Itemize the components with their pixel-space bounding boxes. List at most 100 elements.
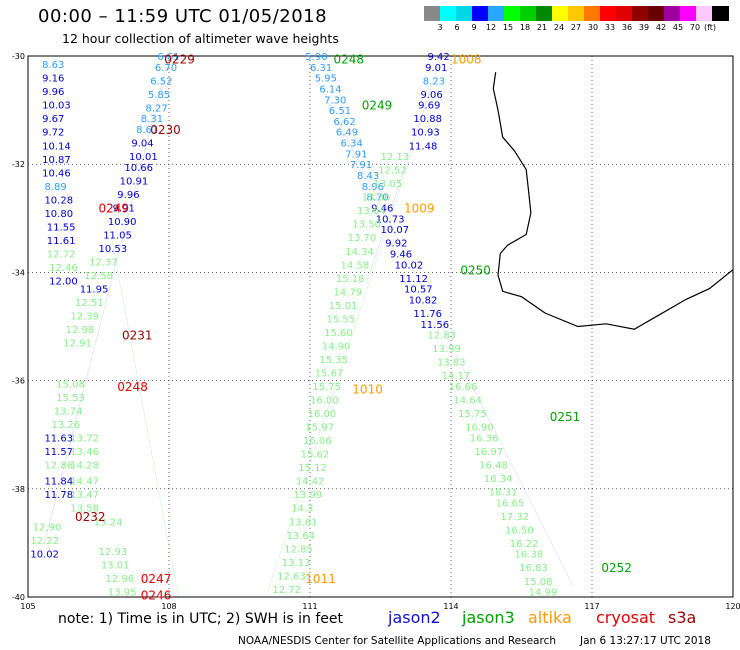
wave-height-label: 12.22 xyxy=(30,536,59,547)
wave-height-label: 13.46 xyxy=(70,447,99,458)
wave-height-label: 14.47 xyxy=(70,477,99,488)
satellite-swaths xyxy=(44,55,574,598)
wave-height-label: 7.91 xyxy=(350,160,372,171)
wave-height-label: 13.99 xyxy=(294,490,323,501)
color-scale-swatch xyxy=(472,6,489,21)
wave-height-label: 11.12 xyxy=(399,274,428,285)
wave-height-label: 9.91 xyxy=(113,203,135,214)
wave-height-label: 9.06 xyxy=(420,90,442,101)
wave-height-label: 12.91 xyxy=(63,339,92,350)
color-scale-label: 24 xyxy=(553,23,565,32)
swath-track xyxy=(366,55,442,284)
wave-height-label: 5.90 xyxy=(305,52,327,63)
wave-height-label: 13.64 xyxy=(357,206,386,217)
lat-tick-label: -34 xyxy=(12,268,25,277)
wave-height-label: 14.64 xyxy=(453,396,482,407)
wave-height-label: 9.46 xyxy=(390,249,412,260)
wave-height-label: 10.93 xyxy=(411,128,440,139)
pass-time-label: 0252 xyxy=(601,561,632,575)
lat-tick-label: -38 xyxy=(12,485,25,494)
wave-height-label: 11.05 xyxy=(103,231,132,242)
wave-height-label: 15.60 xyxy=(324,328,353,339)
color-scale-swatch xyxy=(600,6,617,21)
wave-height-label: 14.28 xyxy=(70,460,99,471)
map-subtitle: 12 hour collection of altimeter wave hei… xyxy=(62,31,339,46)
wave-height-label: 16.48 xyxy=(479,460,508,471)
coastline xyxy=(492,72,734,330)
wave-height-label: 14.34 xyxy=(345,247,374,258)
wave-height-label: 10.02 xyxy=(30,550,59,561)
wave-height-observations: 6.616.706.525.858.278.318.619.0410.0110.… xyxy=(30,52,557,599)
color-scale-label: 12 xyxy=(485,23,497,32)
wave-height-label: 8.70 xyxy=(366,193,388,204)
color-scale-swatch xyxy=(712,6,729,21)
wave-height-label: 7.30 xyxy=(324,95,346,106)
wave-height-label: 11.61 xyxy=(47,236,76,247)
wave-height-label: 15.08 xyxy=(56,379,85,390)
wave-height-label: 15.01 xyxy=(329,301,358,312)
color-scale-swatch xyxy=(424,6,441,21)
pass-time-label: 0231 xyxy=(122,329,153,343)
wave-height-label: 12.37 xyxy=(89,258,118,269)
wave-height-label: 15.53 xyxy=(56,393,85,404)
wave-height-label: 8.23 xyxy=(423,76,445,87)
swath-track xyxy=(44,55,170,543)
lon-tick-label: 114 xyxy=(443,602,458,611)
wave-height-label: 16.22 xyxy=(510,539,539,550)
wave-height-label: 6.62 xyxy=(334,117,356,128)
wave-height-label: 6.70 xyxy=(155,63,177,74)
wave-height-label: 15.35 xyxy=(319,355,348,366)
footer-note: note: 1) Time is in UTC; 2) SWH is in fe… xyxy=(58,611,344,627)
wave-height-label: 18.31 xyxy=(489,488,518,499)
wave-height-label: 9.67 xyxy=(42,114,64,125)
wave-height-label: 14.58 xyxy=(341,260,370,271)
wave-height-label: 9.04 xyxy=(131,139,153,150)
wave-height-label: 15.18 xyxy=(336,274,365,285)
legend-jason2: jason2 xyxy=(388,608,441,627)
color-scale-label: 70 xyxy=(689,23,701,32)
pass-time-label: 0251 xyxy=(550,410,581,424)
pass-time-label: 1010 xyxy=(352,383,383,397)
color-scale-swatch xyxy=(552,6,569,21)
wave-height-label: 14.99 xyxy=(529,588,558,599)
pass-time-label: 1011 xyxy=(305,572,336,586)
map-frame xyxy=(27,55,734,598)
wave-height-label: 13.95 xyxy=(108,588,137,599)
wave-height-label: 10.07 xyxy=(381,225,410,236)
generation-timestamp: Jan 6 13:27:17 UTC 2018 xyxy=(580,635,711,647)
color-scale-label: 42 xyxy=(655,23,667,32)
color-scale-label: 36 xyxy=(621,23,633,32)
wave-height-label: 11.55 xyxy=(47,222,76,233)
wave-height-label: 11.78 xyxy=(44,490,73,501)
axis-ticks: 105 108 111 114 117 120 -30 -32 -34 -36 -38 -40 xyxy=(12,52,740,611)
color-scale-swatch xyxy=(440,6,457,21)
color-scale-swatch xyxy=(456,6,473,21)
color-scale-swatch xyxy=(536,6,553,21)
lon-tick-label: 105 xyxy=(20,602,35,611)
wave-height-label: 11.56 xyxy=(420,320,449,331)
lon-tick-label: 108 xyxy=(161,602,176,611)
color-scale-swatch xyxy=(664,6,681,21)
pass-time-label: 0230 xyxy=(150,123,181,137)
color-scale-swatch xyxy=(584,6,601,21)
wave-height-label: 12.98 xyxy=(66,325,95,336)
wave-height-label: 13.50 xyxy=(352,220,381,231)
legend-s3a: s3a xyxy=(668,608,697,627)
wave-height-label: 7.91 xyxy=(345,149,367,160)
wave-height-label: 13.61 xyxy=(289,517,318,528)
wave-height-label: 12.86 xyxy=(44,460,73,471)
wave-height-label: 12.51 xyxy=(75,298,104,309)
pass-time-label: 1009 xyxy=(404,201,435,215)
wave-height-label: 10.66 xyxy=(124,163,153,174)
wave-height-label: 9.96 xyxy=(117,190,139,201)
color-scale-label: 21 xyxy=(536,23,548,32)
legend-altika: altika xyxy=(528,608,572,627)
wave-height-label: 10.91 xyxy=(120,176,149,187)
wave-height-label: 14.17 xyxy=(442,371,471,382)
color-scale-label: 15 xyxy=(502,23,514,32)
wave-height-label: 12.93 xyxy=(99,547,128,558)
wave-height-label: 10.03 xyxy=(42,101,71,112)
wave-height-label: 12.39 xyxy=(70,312,99,323)
pass-time-label: 0246 xyxy=(141,588,172,602)
legend-jason3: jason3 xyxy=(462,608,515,627)
